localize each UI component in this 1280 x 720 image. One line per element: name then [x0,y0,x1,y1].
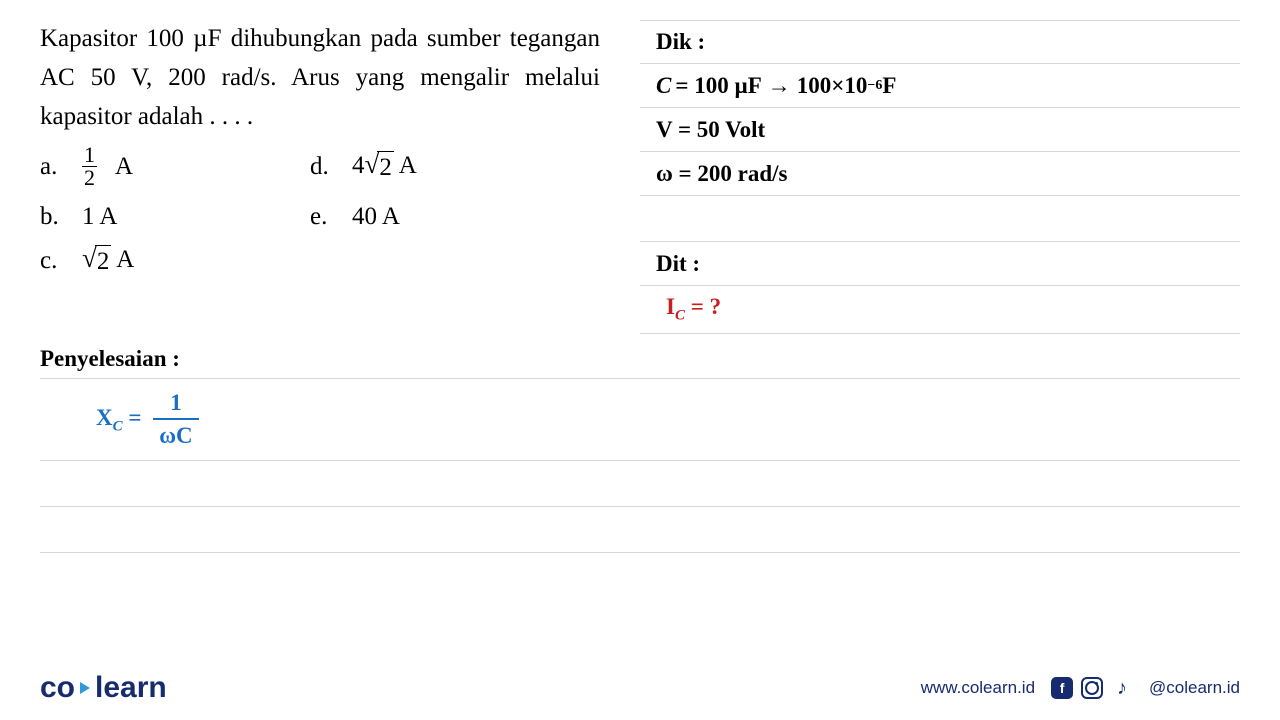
option-a-fraction: 1 2 [82,144,97,189]
dit-header: Dit : [640,242,1240,286]
option-a: a. 1 2 A [40,144,310,189]
option-d: d. 4√2 A [310,144,580,189]
blank-row [640,196,1240,242]
option-c-letter: c. [40,247,64,275]
solution-section: Penyelesaian : XC = 1 ωC [0,346,1280,553]
tiktok-icon: ♪ [1111,677,1133,699]
option-e: e. 40 A [310,203,580,231]
option-a-unit: A [115,153,133,181]
footer-bar: co learn www.colearn.id f ♪ @colearn.id [0,664,1280,720]
question-text: Kapasitor 100 µF dihubungkan pada sumber… [40,20,600,136]
question-column: Kapasitor 100 µF dihubungkan pada sumber… [40,20,600,334]
formula-xc: XC = 1 ωC [40,379,1240,461]
website-url: www.colearn.id [921,678,1035,698]
social-handle: @colearn.id [1149,678,1240,698]
option-b: b. 1 A [40,203,310,231]
logo-right: learn [95,671,167,705]
footer-right: www.colearn.id f ♪ @colearn.id [921,677,1240,699]
option-e-letter: e. [310,203,334,231]
logo: co learn [40,671,167,705]
given-asked-column: Dik : C = 100 µF → 100×10−6 F V = 50 Vol… [640,20,1240,334]
facebook-icon: f [1051,677,1073,699]
option-e-value: 40 A [352,203,400,231]
blank-solution-row-2 [40,507,1240,553]
dik-line-c: C = 100 µF → 100×10−6 F [640,64,1240,108]
dik-line-w: ω = 200 rad/s [640,152,1240,196]
option-c: c. √2 A [40,245,310,277]
option-d-letter: d. [310,153,334,181]
blank-solution-row-1 [40,461,1240,507]
option-d-value: 4√2 A [352,151,417,183]
dik-line-v: V = 50 Volt [640,108,1240,152]
dik-header: Dik : [640,20,1240,64]
solution-header: Penyelesaian : [40,346,1240,378]
logo-left: co [40,671,75,705]
dit-line: IC = ? [640,286,1240,334]
answer-options: a. 1 2 A d. 4√2 A b. 1 A e. 40 A [40,144,600,277]
instagram-icon [1081,677,1103,699]
option-b-letter: b. [40,203,64,231]
option-c-value: √2 A [82,245,134,277]
play-icon [80,682,90,694]
social-icons: f ♪ [1051,677,1133,699]
option-a-letter: a. [40,153,64,181]
option-b-value: 1 A [82,203,117,231]
